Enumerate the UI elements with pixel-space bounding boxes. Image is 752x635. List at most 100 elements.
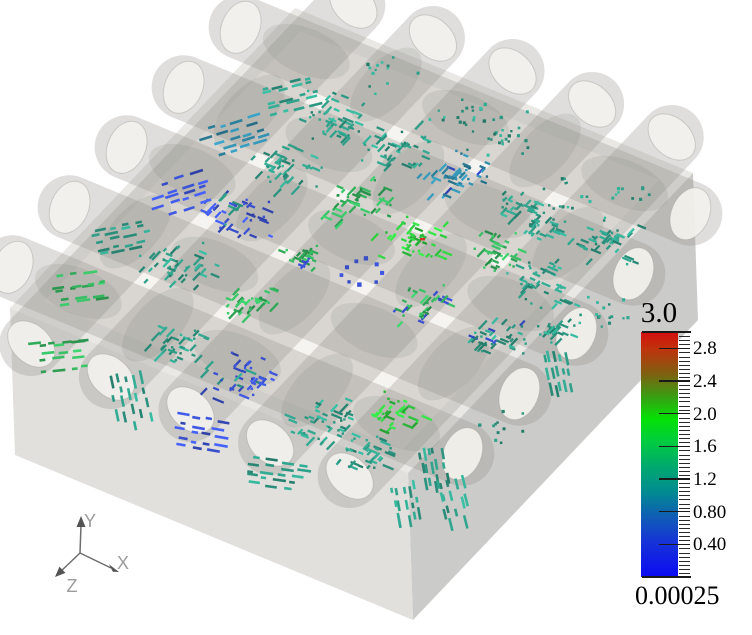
particle-cluster-sparse xyxy=(428,106,493,157)
particle-cluster-streaks xyxy=(199,112,270,157)
particle-cluster-streaks xyxy=(417,447,451,494)
particle-cluster-cross xyxy=(567,216,647,266)
particle-cluster-cross xyxy=(467,316,527,355)
tow-crossover-bump xyxy=(34,263,122,320)
y-axis-label: Y xyxy=(84,511,96,531)
particle-cluster-cross xyxy=(199,351,278,404)
tow-end-cap xyxy=(219,0,262,54)
x-axis-label: X xyxy=(117,553,129,573)
tow xyxy=(78,6,465,409)
particle-cluster-cross xyxy=(143,324,210,364)
particle-cluster-cross xyxy=(371,390,433,435)
tow-end-cap xyxy=(568,80,617,128)
tow xyxy=(238,72,625,475)
z-axis-label: Z xyxy=(67,576,78,596)
particle-cluster-streaks xyxy=(52,270,109,307)
particle-cluster-sparse xyxy=(611,186,651,201)
particle-cluster-cross xyxy=(320,175,395,230)
particle-cluster-cross xyxy=(523,218,567,241)
tow-end-cap xyxy=(162,60,205,114)
particle-cluster-cross xyxy=(360,120,432,172)
tow-crossover-bump xyxy=(467,275,555,332)
tow xyxy=(208,0,723,246)
particle-cluster-cross xyxy=(473,229,527,272)
tow-crossover-bump xyxy=(417,326,490,401)
particle-cluster-cross xyxy=(335,432,396,471)
particle-cluster-cross xyxy=(536,318,579,347)
tow-end-cap xyxy=(498,367,541,421)
tow-crossover-bump xyxy=(330,302,418,359)
tow-end-cap xyxy=(408,14,457,62)
tow-end-cap xyxy=(441,427,484,481)
particle-cluster-cross xyxy=(298,89,366,146)
x-axis-line xyxy=(79,552,112,569)
particle-cluster-sparse xyxy=(595,306,625,325)
tow-crossover-bump xyxy=(509,113,581,188)
particle-cluster-cross xyxy=(392,284,456,328)
particle-traces xyxy=(28,56,651,532)
tow-crossover-bump xyxy=(353,395,441,452)
tow-crossover-bump xyxy=(194,329,281,386)
particle-cluster-cross xyxy=(200,190,274,239)
tow-crossover-bump xyxy=(148,143,236,200)
tow-end-cap xyxy=(105,120,148,174)
particle-cluster-streaks xyxy=(262,77,323,117)
particle-cluster-streaks xyxy=(543,350,574,398)
tow-crossover-bump xyxy=(350,47,422,122)
tow-crossover-bump xyxy=(372,140,445,215)
tow xyxy=(158,39,545,442)
tow xyxy=(151,55,666,306)
tow-crossover-bump xyxy=(262,23,350,80)
orientation-axes-widget: Y X Z xyxy=(55,511,129,596)
particle-cluster-streaks xyxy=(174,411,230,453)
tow-crossover-bump xyxy=(236,167,308,242)
tow-end-cap xyxy=(329,0,378,29)
y-axis-line xyxy=(79,524,82,554)
tow-crossover-bump xyxy=(422,89,509,146)
particle-cluster-cross xyxy=(277,244,319,273)
particle-cluster-streaks xyxy=(247,455,312,491)
particle-cluster-cross xyxy=(370,215,453,261)
tow-end-cap xyxy=(166,386,215,434)
tow xyxy=(0,235,495,486)
particle-cluster-cross xyxy=(284,397,355,451)
tow-crossover-bump xyxy=(308,209,395,266)
particle-cluster-streaks xyxy=(435,474,469,532)
z-axis-line xyxy=(58,552,81,574)
tow-end-cap xyxy=(647,113,696,161)
tow-crossover-bump xyxy=(395,233,467,308)
particle-cluster-cross xyxy=(225,287,280,324)
particle-cluster-sparse xyxy=(493,131,528,146)
tow xyxy=(37,175,552,426)
slab-top-inner xyxy=(44,31,659,450)
tow-end-cap xyxy=(0,240,34,294)
particle-cluster-cross xyxy=(416,149,491,201)
tow-crossover-bump xyxy=(285,116,373,173)
tow-end-cap xyxy=(669,187,712,241)
particle-cluster-streaks xyxy=(91,220,151,255)
particle-cluster-sparse xyxy=(542,177,592,210)
tow-crossover-bump xyxy=(122,287,194,362)
tow-end-cap xyxy=(48,180,91,234)
tow-crossover-bump xyxy=(99,194,172,269)
particle-cluster-sparse xyxy=(478,409,525,445)
particle-cluster-streaks xyxy=(389,479,422,529)
particle-cluster-streaks xyxy=(28,338,89,374)
particle-cluster-ring xyxy=(339,256,385,287)
particle-cluster-cross xyxy=(138,241,220,291)
particle-cluster-cross xyxy=(250,143,323,198)
z-axis-arrow-icon xyxy=(55,566,66,577)
tow-crossover-bump xyxy=(258,260,331,335)
tow-crossover-bump xyxy=(581,155,669,212)
particle-cluster-sparse xyxy=(456,98,487,123)
particle-cluster-streaks xyxy=(151,168,212,216)
tow-end-cap xyxy=(488,47,537,95)
particle-cluster-sparse xyxy=(366,56,420,96)
tow xyxy=(94,115,609,366)
tow-crossover-bump xyxy=(444,182,532,239)
y-axis-arrow-icon xyxy=(76,516,86,527)
tow-crossover-bump xyxy=(281,353,353,428)
particle-cluster-cross xyxy=(506,258,581,310)
